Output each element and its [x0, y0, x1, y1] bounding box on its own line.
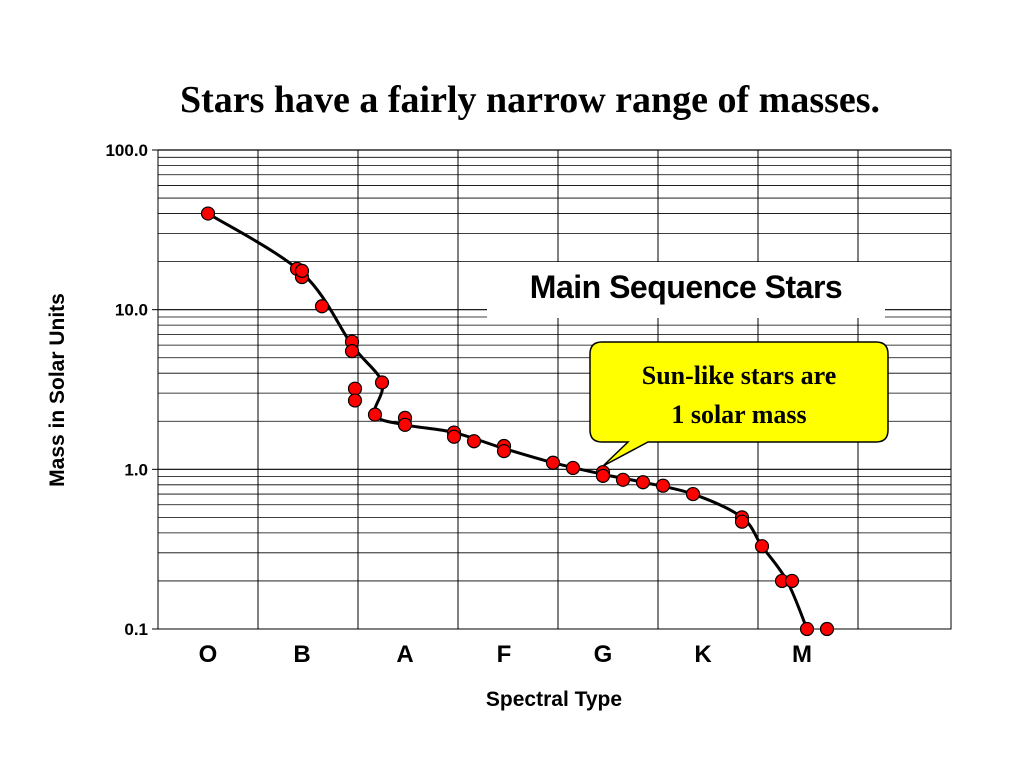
y-tick-label: 1.0	[124, 460, 148, 479]
y-tick-label: 100.0	[105, 141, 148, 160]
data-point	[734, 514, 750, 529]
y-axis-label: Mass in Solar Units	[46, 293, 69, 487]
sun-callout: Sun-like stars are 1 solar mass	[589, 341, 889, 467]
data-point	[347, 393, 363, 408]
data-point	[367, 407, 383, 422]
callout-bubble	[589, 341, 889, 467]
data-point	[545, 455, 561, 470]
x-category-label: K	[694, 641, 712, 668]
data-points	[200, 206, 835, 637]
data-point	[819, 621, 835, 637]
data-point	[314, 299, 330, 314]
callout-line-1: Sun-like stars are	[642, 361, 837, 390]
data-point	[397, 417, 413, 432]
data-point	[685, 486, 701, 502]
data-point	[784, 573, 800, 589]
x-category-label: F	[497, 641, 512, 668]
slide-title: Stars have a fairly narrow range of mass…	[179, 79, 881, 121]
data-point	[294, 263, 310, 278]
data-point	[635, 475, 651, 490]
main-sequence-label: Main Sequence Stars	[530, 269, 842, 305]
data-point	[615, 472, 631, 487]
data-point	[595, 468, 611, 483]
data-point	[655, 478, 671, 493]
data-point	[754, 539, 770, 554]
x-category-label: B	[293, 641, 310, 668]
data-point	[565, 460, 581, 476]
data-point	[466, 434, 482, 449]
y-tick-label: 0.1	[124, 620, 148, 639]
x-category-label: M	[792, 641, 812, 668]
data-point	[347, 381, 363, 396]
callout-line-2: 1 solar mass	[671, 400, 806, 429]
data-point	[344, 344, 360, 359]
x-axis-label: Spectral Type	[486, 688, 622, 711]
data-point	[446, 429, 462, 444]
data-point	[374, 375, 390, 390]
x-category-label: A	[396, 641, 413, 668]
y-tick-label: 10.0	[115, 301, 148, 320]
main-sequence-label-box: Main Sequence Stars	[487, 262, 885, 318]
data-point	[799, 621, 815, 637]
y-tick-labels: 0.1 1.0 10.0 100.0	[105, 141, 148, 639]
x-category-label: G	[594, 641, 613, 668]
data-point	[496, 444, 512, 459]
x-category-label: O	[199, 641, 218, 668]
data-point	[200, 206, 216, 221]
